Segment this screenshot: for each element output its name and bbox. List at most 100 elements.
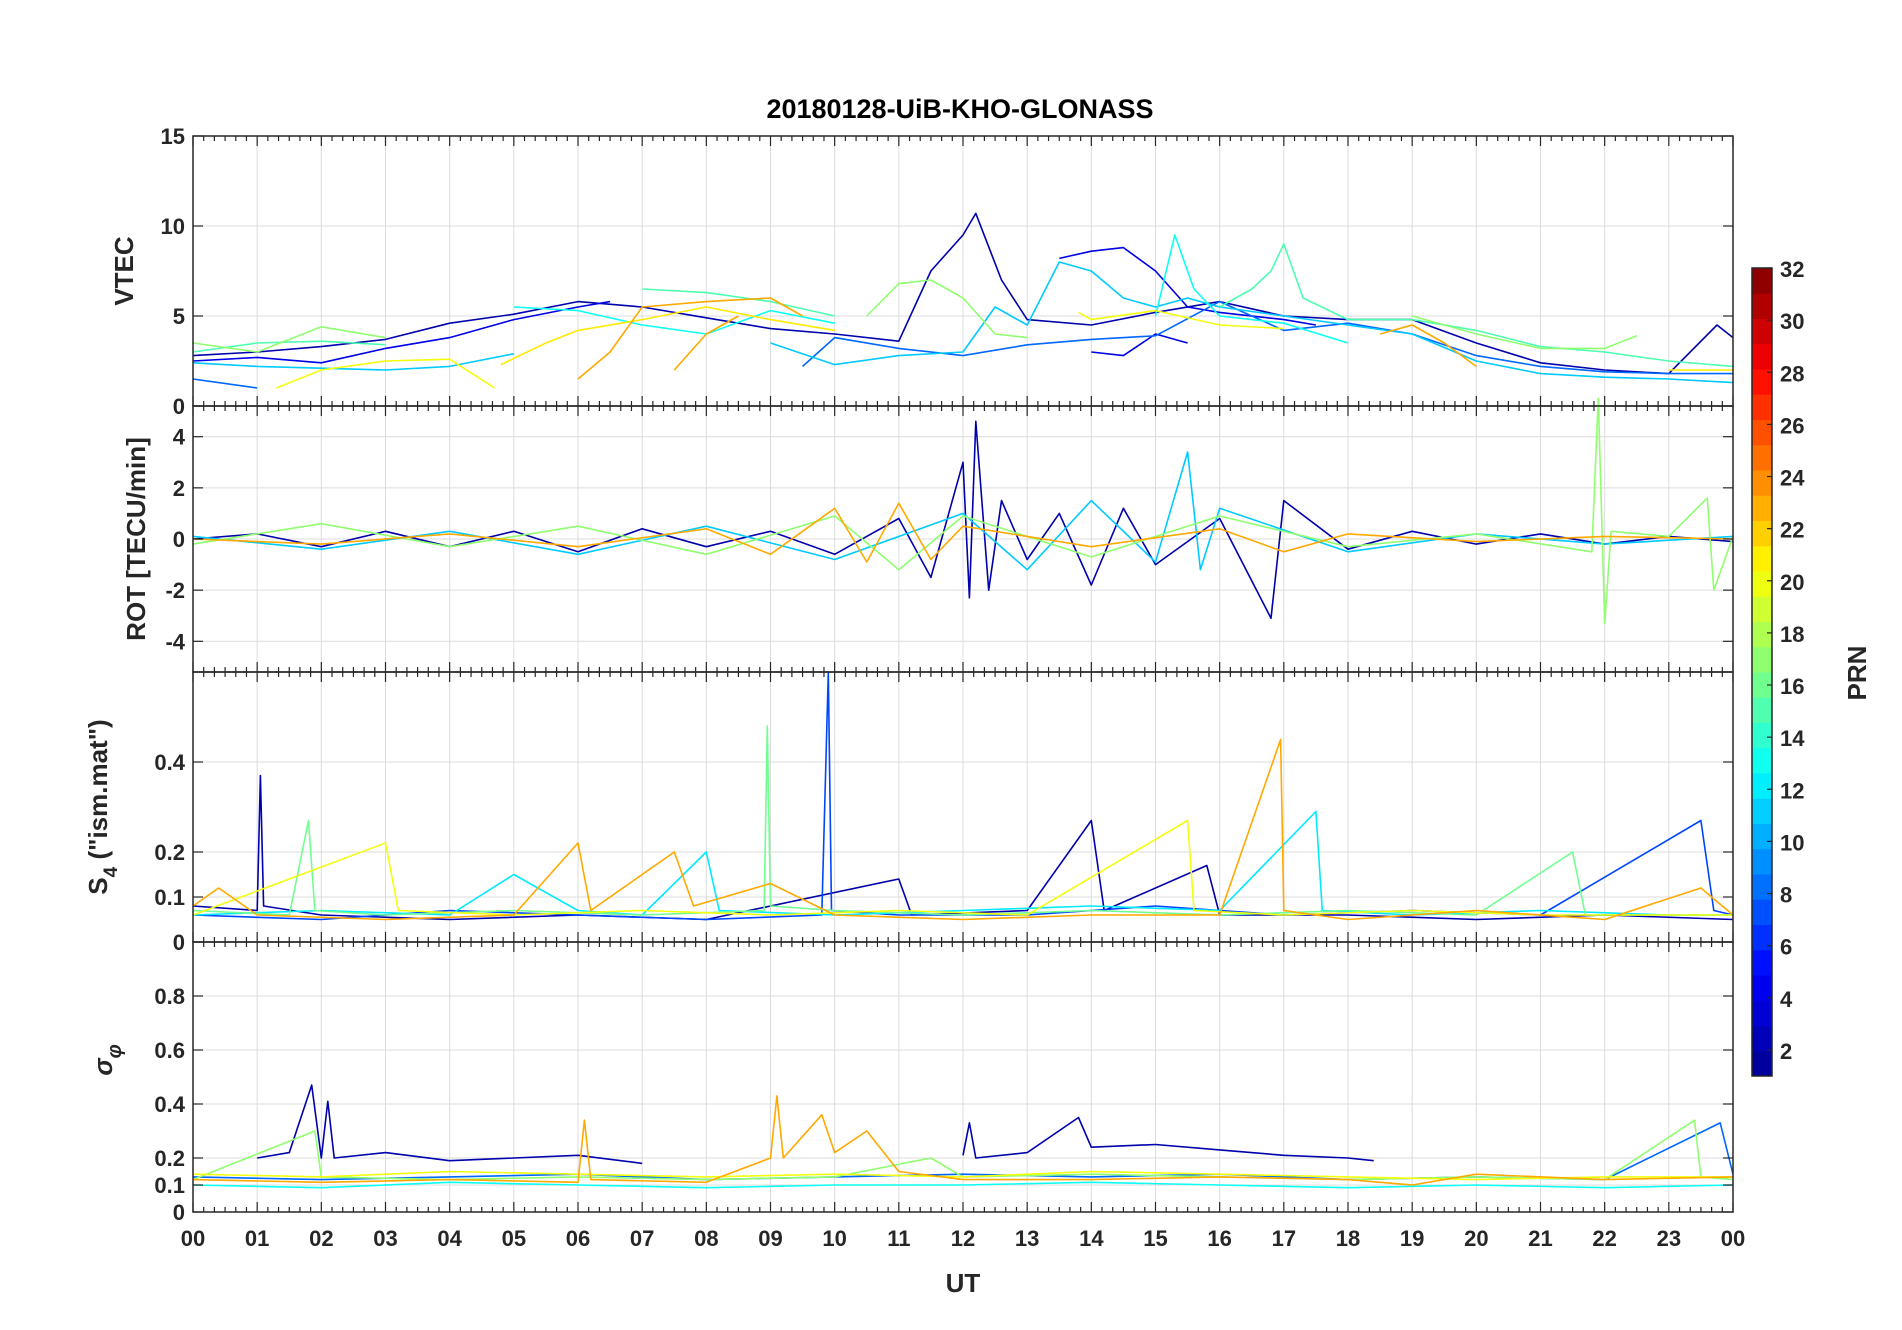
series-prn-23 [192,1095,1734,1186]
colorbar-swatch [1752,369,1772,395]
colorbar-swatch [1752,1050,1772,1077]
series-prn-15 [642,288,835,317]
y-tick-label: 2 [173,476,185,501]
x-tick-labels: 00 01 02 03 04 05 06 07 08 09 10 11 12 13 14 15 16 17 18 19… [181,1226,1745,1251]
colorbar-swatch [1752,520,1772,547]
colorbar-swatch [1752,394,1772,420]
x-tick-label: 17 [1272,1226,1296,1251]
x-tick-label: 23 [1657,1226,1681,1251]
colorbar-swatch [1752,444,1772,471]
colorbar-label: PRN [1842,646,1872,701]
x-tick-label: 03 [373,1226,397,1251]
x-axis-label: UT [946,1268,981,1298]
series-prn-13 [1154,234,1349,344]
panel-vtec: 0 5 10 15 [161,124,1734,419]
colorbar-swatch [1752,318,1772,345]
x-tick-label: 21 [1528,1226,1552,1251]
x-tick-label: 00 [181,1226,205,1251]
x-tick-label: 00 [1721,1226,1745,1251]
x-tick-label: 09 [758,1226,782,1251]
colorbar-swatch [1752,747,1772,774]
y-tick-label: 5 [173,304,185,329]
sigma-phi-ylabel: σφ [88,1044,126,1075]
series-prn-8 [192,378,258,389]
y-tick-label: -4 [165,629,185,654]
x-tick-label: 13 [1015,1226,1039,1251]
colorbar-swatch [1752,672,1772,698]
y-tick-label: 4 [173,425,186,450]
x-tick-label: 22 [1592,1226,1616,1251]
panel-s4: 0 0.1 0.2 0.4 [154,671,1734,955]
colorbar-swatch [1752,571,1772,597]
series-prn-13 [513,306,835,335]
y-tick-label: 0.1 [154,885,185,910]
series-prn-13 [192,1181,1734,1189]
series-prn-20 [276,358,496,389]
series-prn-2 [962,1116,1374,1162]
x-tick-label: 18 [1336,1226,1360,1251]
colorbar-tick-label: 4 [1780,987,1793,1012]
colorbar-swatch [1752,419,1772,446]
series-prn-23 [192,738,1734,921]
series-prn-8 [802,300,1733,375]
series-prn-23 [673,315,739,371]
y-tick-label: 15 [161,124,185,149]
series-prn-15 [1219,243,1734,368]
s4-ylabel: S4 ("ism.mat") [83,719,122,894]
colorbar-swatch [1752,722,1772,749]
colorbar-swatch [1752,268,1772,294]
colorbar-tick-label: 18 [1780,622,1804,647]
colorbar-swatch [1752,874,1772,900]
series-prn-4 [1059,246,1317,326]
series-prn-4 [192,300,611,364]
series-prn-17 [192,397,1734,625]
colorbar-swatch [1752,495,1772,521]
y-tick-label: 0.6 [154,1038,185,1063]
series-prn-20 [192,819,1733,916]
panel-sigma-phi: 00.10.2 0.4 0.6 0.8 [154,941,1734,1225]
y-tick-label: 0.2 [154,840,185,865]
series-prn-21 [500,306,835,366]
vtec-ylabel: VTEC [109,236,139,306]
colorbar-tick-label: 8 [1780,883,1792,908]
y-tick-label: 10 [161,214,185,239]
colorbar-swatch [1752,596,1772,622]
x-tick-label: 16 [1207,1226,1231,1251]
colorbar-tick-label: 12 [1780,778,1804,803]
colorbar-swatch [1752,798,1772,824]
series-prn-16 [192,725,1733,916]
y-tick-label: 0.4 [154,750,185,775]
series-prn-4 [1091,333,1188,357]
x-tick-label: 15 [1143,1226,1167,1251]
series-prn-23 [1379,324,1477,368]
series-prn-11 [192,451,1734,571]
colorbar-swatch [1752,293,1772,319]
colorbar-tick-label: 28 [1780,361,1804,386]
x-tick-label: 06 [566,1226,590,1251]
colorbar-swatch [1752,470,1772,496]
series-prn-20 [1078,309,1284,330]
colorbar-tick-label: 6 [1780,935,1792,960]
y-tick-label: 0 [173,394,185,419]
colorbar-tick-label: 32 [1780,257,1804,282]
colorbar-tick-label: 22 [1780,518,1804,543]
colorbar-tick-label: 30 [1780,309,1804,334]
colorbar-tick-label: 2 [1780,1039,1792,1064]
colorbar-swatch [1752,975,1772,1001]
x-tick-label: 05 [502,1226,526,1251]
colorbar-swatch [1752,899,1772,925]
colorbar-swatch [1752,773,1772,799]
colorbar-swatch [1752,697,1772,723]
y-tick-label: -2 [165,578,185,603]
series-prn-23 [577,297,803,380]
x-tick-label: 19 [1400,1226,1424,1251]
x-tick-label: 08 [694,1226,718,1251]
colorbar-tick-label: 10 [1780,830,1804,855]
colorbar-swatch [1752,621,1772,648]
x-tick-label: 04 [437,1226,462,1251]
colorbar-tick-label: 20 [1780,570,1804,595]
y-tick-label: 0 [173,930,185,955]
series-prn-11 [192,353,514,371]
panel-rot: -4 -2 0 2 4 [165,397,1734,673]
x-tick-label: 01 [245,1226,269,1251]
